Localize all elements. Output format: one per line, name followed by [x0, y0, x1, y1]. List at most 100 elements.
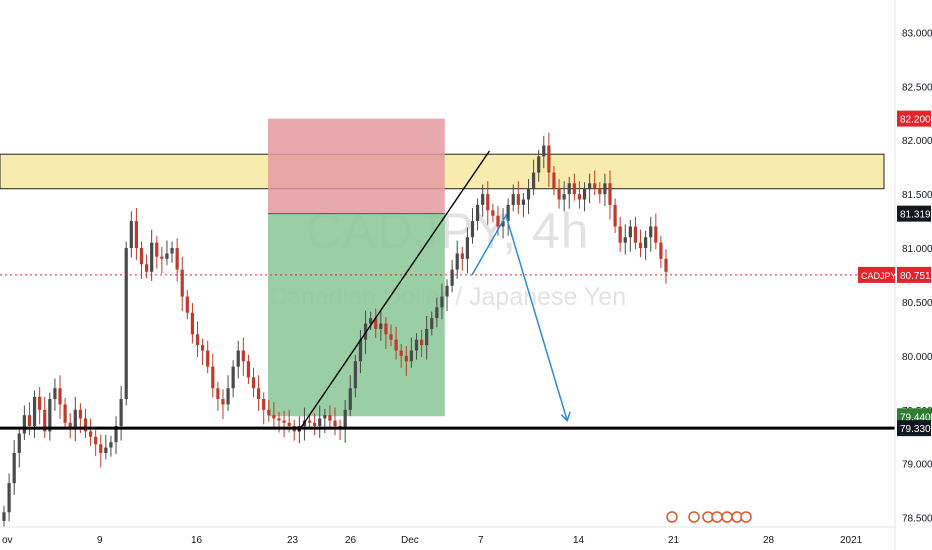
candle-body — [155, 242, 159, 257]
candle-body — [27, 415, 32, 426]
event-marker-icon — [721, 511, 733, 523]
time-tick-label: 26 — [345, 535, 357, 546]
projection-path — [471, 213, 568, 421]
price-tick-label: 83.000 — [902, 28, 932, 39]
candle-body — [83, 418, 88, 432]
price-tick-label: 82.000 — [902, 136, 932, 147]
candle-body — [318, 418, 322, 426]
candle-body — [272, 415, 276, 419]
candle-body — [99, 444, 103, 453]
candle-body — [557, 188, 561, 200]
price-badge-label-target: 79.440 — [900, 412, 931, 423]
candle-body — [404, 355, 408, 362]
candle-body — [409, 350, 413, 362]
candle-body — [12, 452, 16, 484]
candle-body — [63, 404, 67, 423]
candles-layer — [2, 132, 668, 528]
candle-body — [348, 388, 352, 410]
candle-body — [170, 248, 174, 254]
price-badge-entry — [897, 205, 931, 222]
candle-body — [399, 350, 403, 356]
candle-body — [440, 296, 444, 308]
price-tick-label: 79.000 — [902, 460, 932, 471]
candle-body — [638, 242, 643, 249]
price-badge-support — [897, 420, 931, 437]
time-axis: ov 9 16 23 26 Dec 7 14 21 28 2021 — [0, 511, 895, 546]
price-badge-last — [897, 266, 931, 283]
candle-body — [562, 194, 566, 200]
candle-body — [572, 183, 576, 195]
candle-body — [241, 350, 245, 362]
candle-body — [109, 442, 113, 448]
candle-body — [475, 204, 480, 222]
candle-body — [104, 447, 108, 453]
candle-body — [419, 339, 424, 346]
candle-body — [445, 285, 449, 297]
candle-body — [430, 318, 434, 329]
candle-body — [516, 194, 520, 205]
candle-body — [582, 188, 587, 200]
candle-body — [603, 183, 607, 195]
time-tick-label: 16 — [191, 535, 203, 546]
candle-body — [547, 145, 551, 173]
candle-body — [68, 422, 72, 430]
candle-body — [226, 388, 230, 405]
candle-body — [32, 396, 37, 426]
candle-body — [588, 183, 592, 189]
candle-body — [659, 242, 663, 259]
candle-body — [374, 318, 378, 329]
time-tick-label: 2021 — [840, 535, 863, 546]
candle-body — [246, 361, 251, 378]
candle-body — [94, 436, 98, 445]
price-axis: 78.50079.00079.50080.00080.50081.00081.5… — [858, 0, 932, 550]
time-tick-label: Dec — [401, 535, 419, 546]
drawings-layer — [0, 150, 895, 432]
candle-body — [201, 345, 205, 351]
candle-body — [257, 388, 261, 400]
candle-body — [48, 399, 52, 432]
stop-loss-zone — [268, 118, 445, 214]
candle-body — [511, 194, 515, 205]
candle-body — [221, 399, 225, 405]
candle-body — [323, 415, 327, 419]
time-tick-label: 14 — [573, 535, 585, 546]
candle-body — [358, 339, 363, 362]
candle-body — [114, 425, 118, 443]
candle-body — [190, 312, 195, 335]
candle-body — [435, 307, 439, 319]
candle-body — [618, 226, 622, 243]
price-badge-label-last: 80.751 — [900, 271, 931, 282]
candle-body — [251, 377, 256, 389]
candle-body — [165, 253, 169, 259]
event-marker-icon — [666, 511, 678, 523]
time-tick-label: 21 — [668, 535, 680, 546]
candle-body — [384, 323, 388, 335]
candle-body — [17, 433, 21, 453]
candle-body — [567, 183, 571, 195]
candle-body — [496, 215, 500, 227]
price-tick-label: 81.000 — [902, 244, 932, 255]
candle-body — [537, 156, 541, 173]
candle-body — [481, 194, 485, 205]
candle-body — [150, 242, 154, 272]
candle-body — [160, 256, 164, 259]
candle-body — [119, 399, 123, 426]
candle-body — [542, 145, 546, 157]
candle-body — [450, 269, 454, 286]
time-tick-label: 7 — [478, 535, 484, 546]
price-tick-label: 81.500 — [902, 190, 932, 201]
candle-body — [654, 226, 658, 243]
candle-body — [598, 188, 602, 195]
candle-body — [633, 226, 638, 243]
price-tick-label: 78.500 — [902, 514, 932, 525]
candle-body — [465, 237, 469, 259]
candle-body — [526, 188, 531, 200]
symbol-badge — [858, 266, 895, 283]
candle-body — [623, 237, 627, 243]
candle-body — [394, 339, 398, 351]
candle-body — [353, 361, 357, 389]
candle-body — [58, 388, 62, 405]
candle-body — [175, 248, 179, 270]
